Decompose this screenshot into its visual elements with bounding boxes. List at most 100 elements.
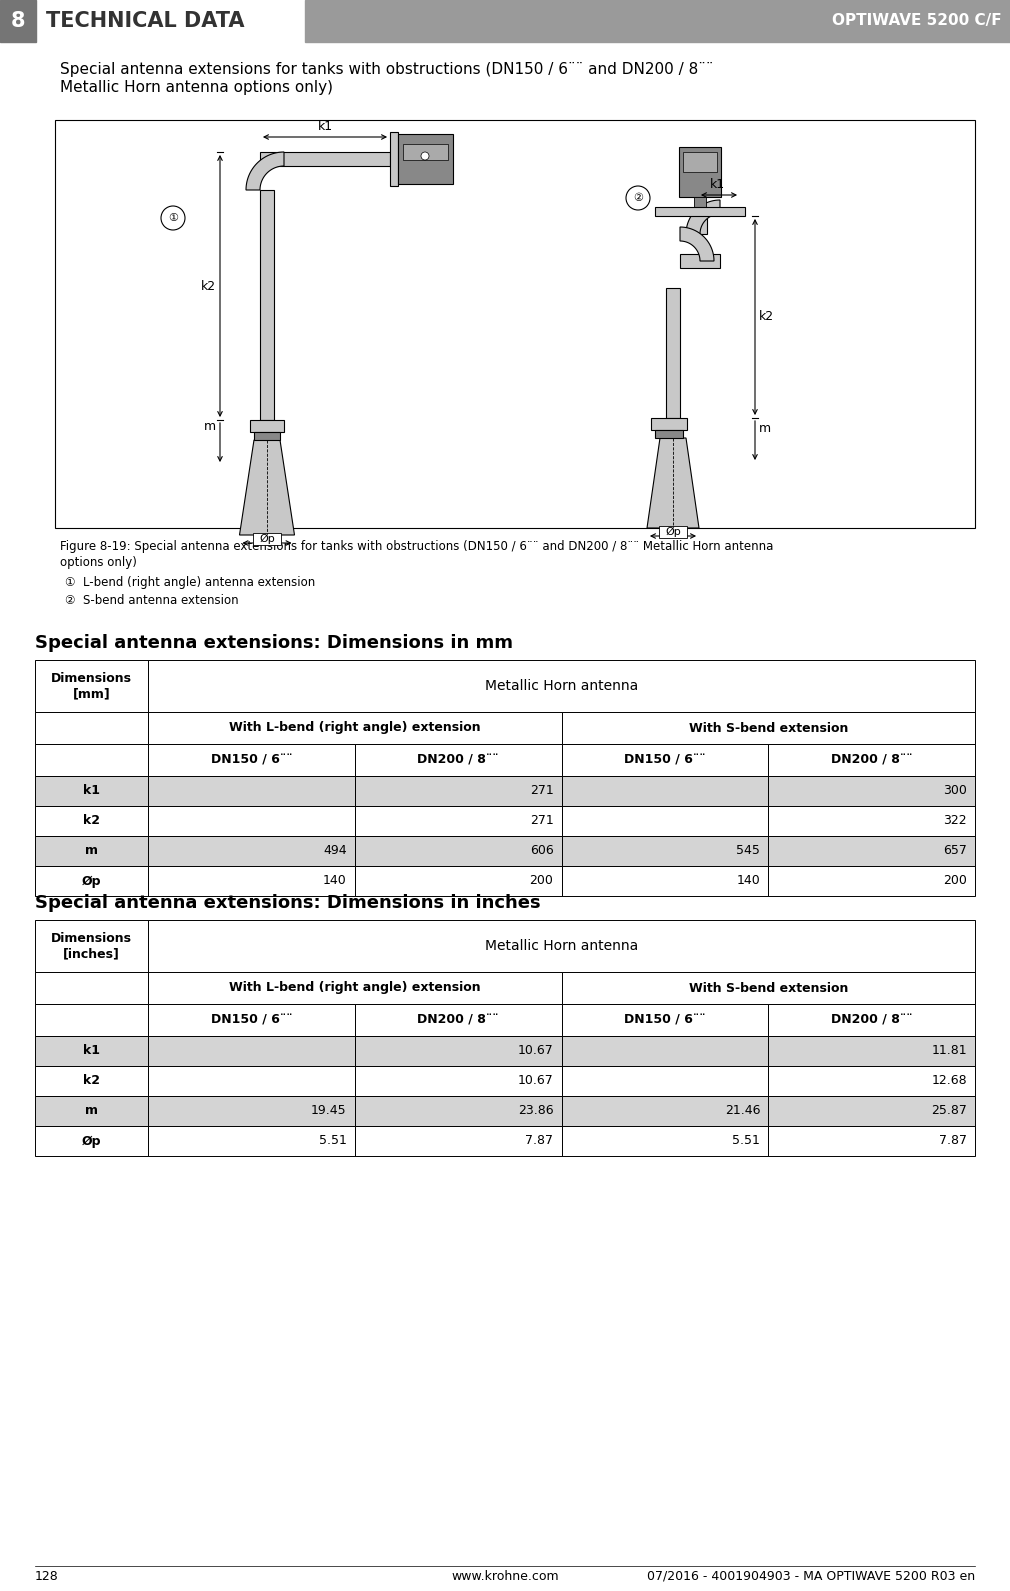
- Text: With L-bend (right angle) extension: With L-bend (right angle) extension: [229, 721, 481, 735]
- Text: ①  L-bend (right angle) antenna extension: ① L-bend (right angle) antenna extension: [65, 576, 315, 589]
- Bar: [355, 807, 562, 835]
- Bar: [562, 1004, 769, 1036]
- Text: k1: k1: [317, 119, 332, 134]
- Text: DN200 / 8¨¨: DN200 / 8¨¨: [831, 754, 912, 767]
- Text: DN150 / 6¨¨: DN150 / 6¨¨: [624, 754, 706, 767]
- Bar: [403, 145, 448, 161]
- Bar: [562, 972, 975, 1004]
- Text: 23.86: 23.86: [518, 1104, 553, 1117]
- Bar: [655, 430, 683, 438]
- Text: 7.87: 7.87: [939, 1134, 967, 1147]
- Text: Figure 8-19: Special antenna extensions for tanks with obstructions (DN150 / 6¨¨: Figure 8-19: Special antenna extensions …: [60, 539, 774, 554]
- Text: 606: 606: [530, 845, 553, 858]
- Bar: [35, 835, 148, 866]
- Text: Metallic Horn antenna: Metallic Horn antenna: [485, 939, 638, 953]
- Bar: [355, 1036, 562, 1066]
- Bar: [148, 1066, 355, 1096]
- Bar: [35, 776, 148, 807]
- Bar: [35, 660, 148, 713]
- Text: 140: 140: [736, 875, 761, 888]
- Text: 200: 200: [943, 875, 967, 888]
- Bar: [148, 807, 355, 835]
- Text: 12.68: 12.68: [931, 1074, 967, 1088]
- Text: k1: k1: [710, 178, 725, 191]
- Bar: [562, 713, 975, 745]
- Bar: [666, 288, 680, 418]
- Bar: [769, 745, 975, 776]
- Bar: [769, 1004, 975, 1036]
- Text: Metallic Horn antenna options only): Metallic Horn antenna options only): [60, 80, 333, 95]
- Circle shape: [161, 205, 185, 231]
- Text: 657: 657: [943, 845, 967, 858]
- Text: 5.51: 5.51: [319, 1134, 346, 1147]
- Bar: [651, 418, 687, 430]
- Bar: [35, 1036, 148, 1066]
- Bar: [355, 745, 562, 776]
- Text: Øp: Øp: [666, 527, 681, 538]
- Polygon shape: [680, 228, 714, 261]
- Bar: [35, 1066, 148, 1096]
- Text: DN150 / 6¨¨: DN150 / 6¨¨: [624, 1013, 706, 1026]
- Text: www.krohne.com: www.krohne.com: [451, 1569, 559, 1583]
- Bar: [35, 972, 148, 1004]
- Bar: [355, 1126, 562, 1157]
- Polygon shape: [239, 441, 295, 535]
- Bar: [35, 745, 148, 776]
- Text: Dimensions
[mm]: Dimensions [mm]: [50, 671, 132, 700]
- Bar: [148, 660, 975, 713]
- Text: k2: k2: [83, 1074, 100, 1088]
- Text: k2: k2: [83, 815, 100, 827]
- Bar: [260, 153, 390, 165]
- Bar: [148, 972, 562, 1004]
- Bar: [562, 866, 769, 896]
- Text: DN150 / 6¨¨: DN150 / 6¨¨: [210, 1013, 292, 1026]
- Text: k1: k1: [83, 1045, 100, 1058]
- Text: 128: 128: [35, 1569, 59, 1583]
- Text: m: m: [204, 420, 216, 433]
- Bar: [148, 1004, 355, 1036]
- Bar: [562, 1096, 769, 1126]
- Bar: [693, 216, 707, 234]
- Bar: [260, 189, 274, 420]
- Text: 10.67: 10.67: [518, 1045, 553, 1058]
- Text: 8: 8: [11, 11, 25, 30]
- Bar: [148, 1036, 355, 1066]
- Bar: [562, 835, 769, 866]
- Polygon shape: [246, 153, 284, 189]
- Text: m: m: [759, 422, 771, 434]
- Bar: [562, 745, 769, 776]
- Bar: [683, 153, 717, 172]
- Bar: [694, 197, 706, 207]
- Text: 11.81: 11.81: [931, 1045, 967, 1058]
- Text: DN150 / 6¨¨: DN150 / 6¨¨: [210, 754, 292, 767]
- Bar: [355, 866, 562, 896]
- Bar: [0, 0, 36, 41]
- Bar: [769, 1066, 975, 1096]
- Bar: [680, 255, 720, 267]
- Bar: [562, 807, 769, 835]
- Bar: [769, 776, 975, 807]
- Polygon shape: [686, 200, 720, 234]
- Bar: [35, 920, 148, 972]
- Bar: [355, 776, 562, 807]
- Bar: [655, 207, 745, 216]
- Text: Dimensions
[inches]: Dimensions [inches]: [50, 931, 132, 961]
- Bar: [769, 1096, 975, 1126]
- Bar: [148, 920, 975, 972]
- Bar: [769, 807, 975, 835]
- Bar: [35, 866, 148, 896]
- Bar: [252, 533, 281, 546]
- Bar: [769, 866, 975, 896]
- Bar: [355, 1096, 562, 1126]
- Bar: [355, 835, 562, 866]
- Bar: [390, 132, 398, 186]
- Text: ②: ②: [633, 193, 643, 204]
- Text: ②  S-bend antenna extension: ② S-bend antenna extension: [65, 593, 238, 608]
- Bar: [148, 1126, 355, 1157]
- Text: 271: 271: [530, 815, 553, 827]
- Bar: [148, 713, 562, 745]
- Text: Special antenna extensions: Dimensions in mm: Special antenna extensions: Dimensions i…: [35, 633, 513, 652]
- Text: m: m: [85, 845, 98, 858]
- Bar: [35, 713, 148, 745]
- Text: Special antenna extensions for tanks with obstructions (DN150 / 6¨¨ and DN200 / : Special antenna extensions for tanks wit…: [60, 62, 713, 76]
